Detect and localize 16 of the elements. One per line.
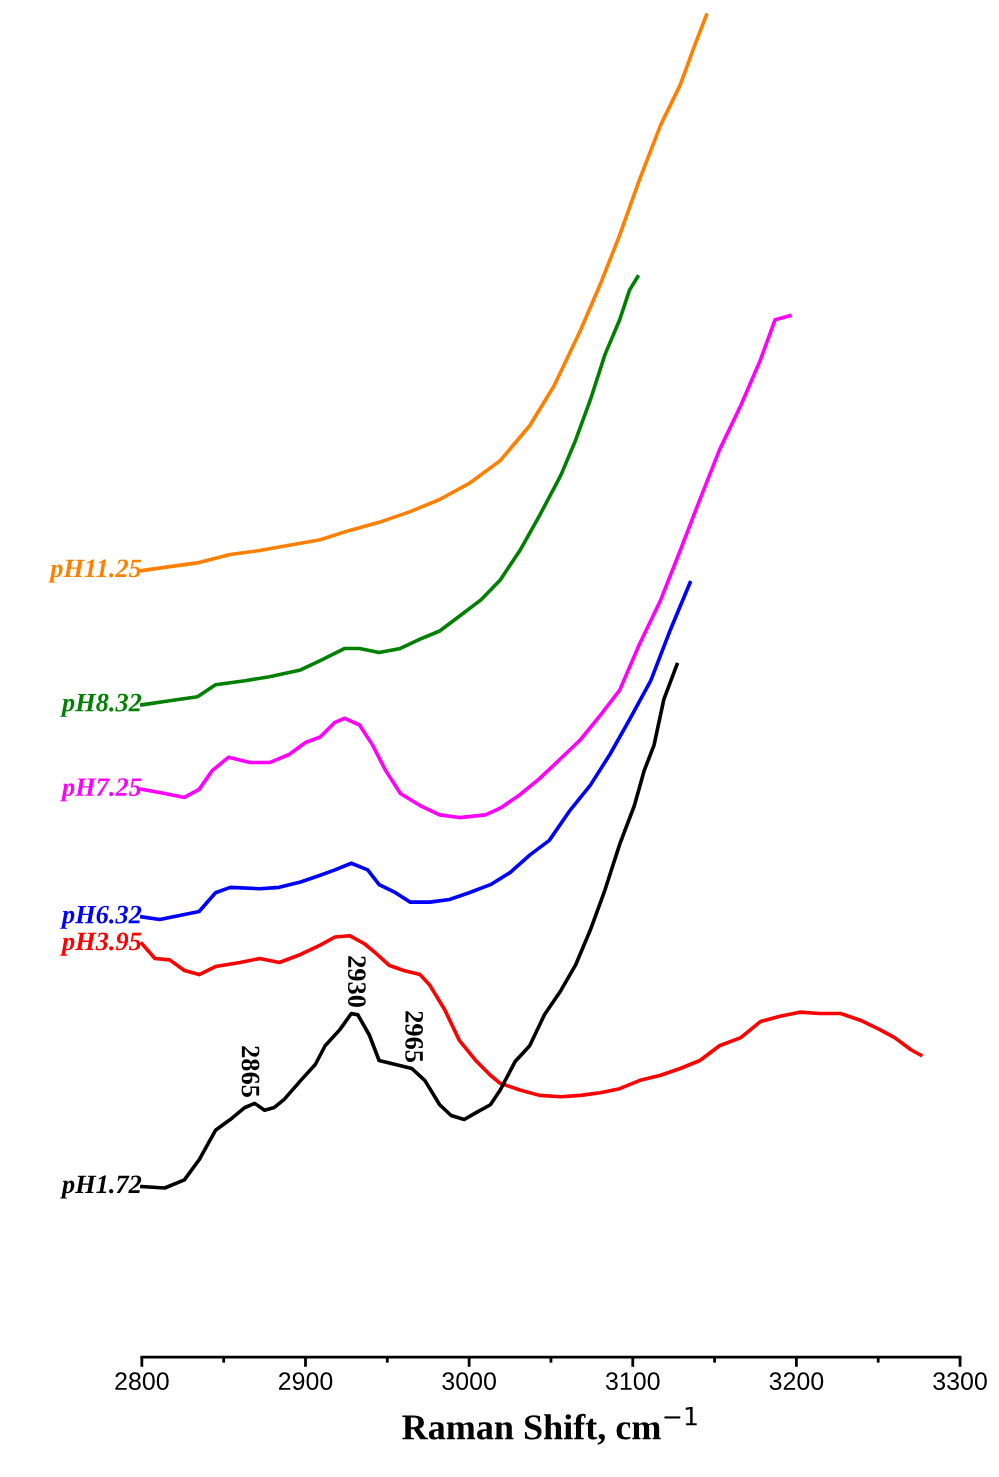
x-tick-label: 3200: [769, 1372, 824, 1391]
x-tick-label: 2800: [115, 1372, 169, 1391]
annotation: 2965: [405, 1011, 423, 1063]
annotation: 2865: [241, 1046, 260, 1097]
series-label: pH11.25: [48, 559, 142, 583]
x-axis-title: Raman Shift, cm$^{−1}$: [402, 1406, 697, 1445]
series-label: pH3.95: [60, 932, 142, 956]
series-label: pH1.72: [60, 1175, 142, 1199]
x-tick-label: 3100: [605, 1372, 660, 1391]
x-tick-label: 3300: [933, 1372, 987, 1391]
series-label: pH8.32: [60, 693, 142, 717]
x-tick-label: 3000: [442, 1372, 496, 1391]
x-tick-label: 2900: [278, 1372, 333, 1391]
annotation: 2930: [347, 956, 366, 1007]
series-label: pH6.32: [60, 905, 142, 929]
series-label: pH7.25: [60, 778, 142, 802]
